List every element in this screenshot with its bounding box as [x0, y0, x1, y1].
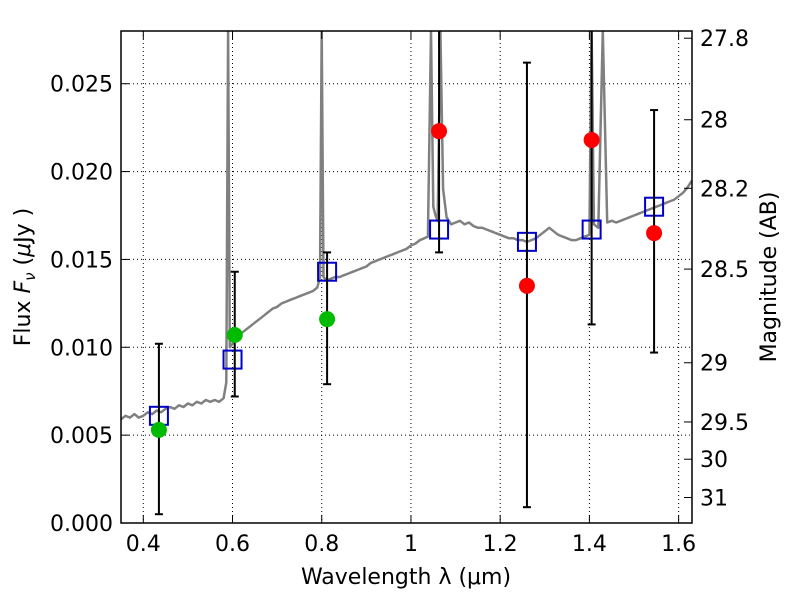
plot-area — [121, 31, 692, 516]
right-tick-label: 29.5 — [700, 411, 749, 436]
x-tick-label: 1 — [404, 532, 418, 557]
right-tick-label: 29 — [700, 352, 728, 377]
right-tick-label: 30 — [700, 448, 728, 473]
observed-dot — [150, 421, 167, 438]
right-axis-label: Magnitude (AB) — [757, 192, 782, 363]
spectrum-line — [121, 31, 692, 421]
error-bar — [435, 31, 444, 254]
x-tick-label: 1.2 — [483, 532, 518, 557]
x-tick-label: 1.6 — [661, 532, 696, 557]
y-tick-label: 0.020 — [50, 161, 113, 186]
grid-layer — [121, 31, 692, 523]
x-tick-label: 0.8 — [304, 532, 339, 557]
observed-dot — [518, 277, 535, 294]
y-tick-label: 0.025 — [50, 73, 113, 98]
right-tick-label: 31 — [700, 487, 728, 512]
right-tick-label: 28.2 — [700, 177, 749, 202]
plot-frame — [120, 30, 693, 524]
x-tick-label: 0.4 — [126, 532, 161, 557]
observed-dot — [431, 123, 448, 140]
y-tick-label: 0.000 — [50, 512, 113, 537]
right-tick-label: 28.5 — [700, 258, 749, 283]
x-tick-label: 0.6 — [215, 532, 250, 557]
x-axis-label: Wavelength λ (μm) — [301, 565, 511, 590]
y-tick-label: 0.010 — [50, 336, 113, 361]
y-tick-label: 0.005 — [50, 424, 113, 449]
model-square-point — [222, 349, 243, 370]
y-axis-label: Flux Fν (μJy ) — [11, 208, 39, 346]
y-tick-label: 0.015 — [50, 248, 113, 273]
y-axis-label-text: Flux Fν (μJy ) — [11, 208, 39, 346]
error-bar — [587, 31, 596, 326]
data-layer — [121, 31, 692, 516]
observed-dot — [226, 326, 243, 343]
observed-dot — [646, 225, 663, 242]
x-tick-label: 1.4 — [572, 532, 607, 557]
observed-dot — [583, 131, 600, 148]
right-tick-label: 28 — [700, 109, 728, 134]
axes-layer: 0.4 0.6 0.8 1 1.2 1.4 1.6 0.000 0.005 0.010 0.015 0… — [50, 27, 749, 557]
observed-dot — [319, 311, 336, 328]
right-tick-label: 27.8 — [700, 27, 749, 52]
